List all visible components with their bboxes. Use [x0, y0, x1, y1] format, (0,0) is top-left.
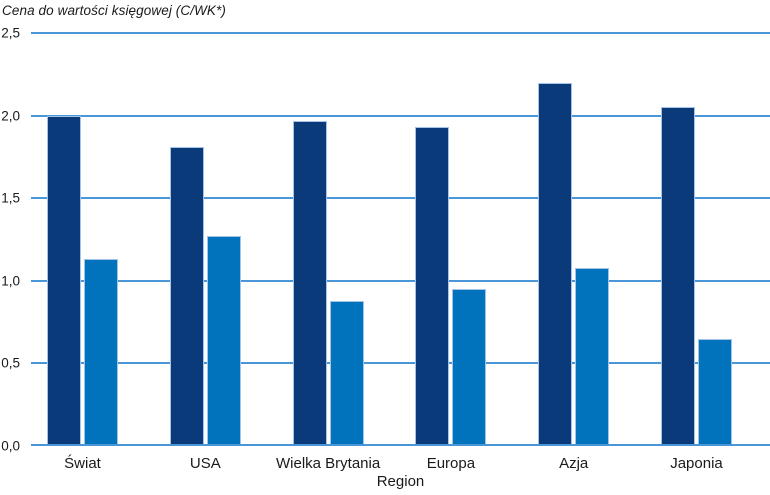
- bar-series-2-europa: [452, 289, 487, 446]
- bar-series-1-azja: [538, 82, 573, 446]
- x-axis-label-azja: Azja: [559, 455, 589, 472]
- bar-group-azja: Azja: [538, 33, 610, 472]
- y-tick-label-2-5: 2,5: [1, 25, 20, 41]
- bar-groups: Świat USA Wielka Brytania Europa Azja Japonia: [47, 33, 732, 472]
- gridline: [31, 114, 770, 117]
- y-tick-label-0-5: 0,5: [1, 355, 20, 371]
- bar-series-1-japonia: [660, 107, 695, 446]
- x-axis-label-japonia: Japonia: [670, 455, 723, 472]
- y-tick-label-1-0: 1,0: [1, 273, 20, 289]
- bar-series-2-swiat: [84, 259, 118, 446]
- x-axis-label-swiat: Świat: [64, 455, 101, 472]
- bar-group-japonia: Japonia: [660, 33, 732, 472]
- x-axis-label-usa: USA: [189, 455, 221, 472]
- gridline: [31, 362, 770, 365]
- bar-group-usa: USA: [169, 33, 241, 472]
- chart-title: Cena do wartości księgowej (C/WK*): [2, 3, 226, 18]
- x-axis-label-wielka-brytania: Wielka Brytania: [275, 455, 381, 472]
- bar-group-wielka-brytania: Wielka Brytania: [276, 33, 380, 472]
- x-axis-title: Region: [376, 473, 425, 490]
- x-axis-label-europa: Europa: [426, 455, 476, 472]
- bar-series-1-swiat: [47, 115, 81, 446]
- bar-series-1-usa: [169, 147, 204, 446]
- gridline: [31, 32, 770, 34]
- bar-series-2-wielka-brytania: [329, 300, 364, 446]
- x-axis-line: [31, 444, 770, 446]
- bar-series-1-wielka-brytania: [292, 120, 327, 446]
- bar-series-1-europa: [415, 127, 450, 446]
- gridline: [31, 197, 770, 200]
- plot-area: Świat USA Wielka Brytania Europa Azja Japonia: [31, 32, 770, 472]
- y-tick-label-1-5: 1,5: [1, 190, 20, 206]
- y-tick-label-0-0: 0,0: [1, 438, 20, 454]
- y-tick-label-2-0: 2,0: [1, 108, 20, 124]
- bar-series-2-usa: [206, 236, 241, 446]
- gridline: [31, 279, 770, 282]
- bar-group-swiat: Świat: [47, 33, 118, 472]
- bar-series-2-japonia: [697, 338, 732, 446]
- bar-series-2-azja: [575, 267, 610, 446]
- y-axis: 0,0 0,5 1,0 1,5 2,0 2,5: [0, 26, 20, 454]
- bar-group-europa: Europa: [415, 33, 487, 472]
